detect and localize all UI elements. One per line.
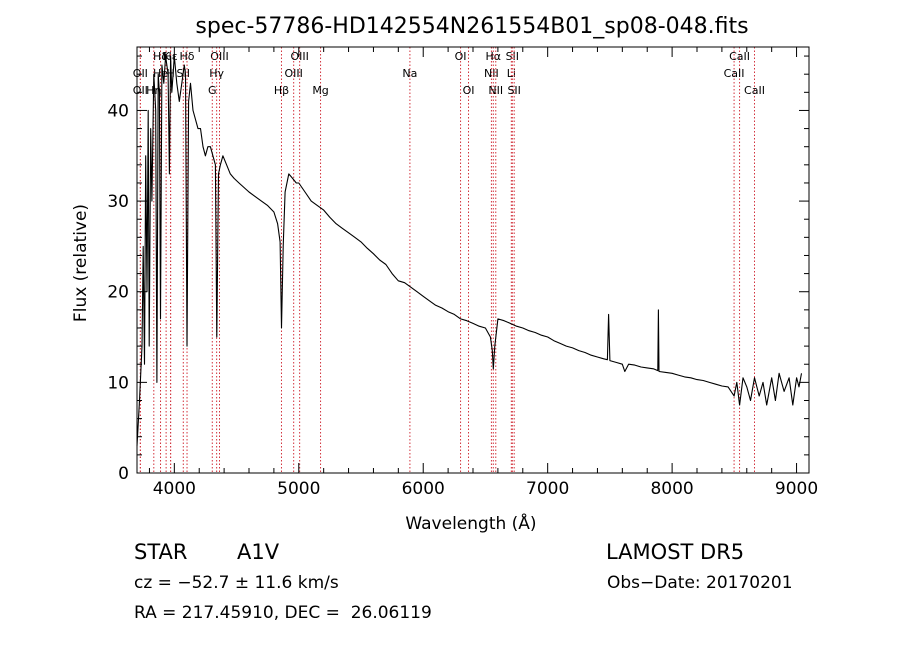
plot-frame	[136, 46, 810, 474]
x-axis-label: Wavelength (Å)	[405, 512, 536, 534]
spectral-line-label-4: OIII	[210, 50, 228, 63]
spectral-line-label-0: Hδ	[153, 50, 168, 63]
spectral-line-label-17: Na	[402, 67, 417, 80]
object-subclass: A1V	[237, 540, 280, 564]
y-axis-label: Flux (relative)	[71, 204, 91, 322]
x-tick-label-4: 8000	[650, 479, 693, 499]
spectral-line-label-13: Hβ	[274, 84, 289, 97]
object-class: STAR	[134, 540, 188, 564]
spectral-line-label-22: NII	[488, 84, 503, 97]
x-tick-label-1: 5000	[277, 479, 320, 499]
spectral-line-label-23: SII	[506, 50, 519, 63]
spectral-line-label-14: OIII	[284, 67, 302, 80]
spectral-line-label-1: K	[163, 50, 171, 63]
y-tick-label-4: 40	[107, 101, 129, 121]
x-tick-label-5: 9000	[775, 479, 818, 499]
x-tick-label-3: 7000	[526, 479, 569, 499]
spectral-line-label-16: Mg	[312, 84, 328, 97]
spectral-line-label-20: NII	[484, 67, 499, 80]
spectral-line-label-18: OI	[455, 50, 467, 63]
survey-name: LAMOST DR5	[606, 540, 745, 564]
x-tick-label-0: 4000	[153, 479, 196, 499]
x-tick-label-2: 6000	[402, 479, 445, 499]
spectral-line-label-27: CaII	[724, 67, 745, 80]
ra-dec-coordinates: RA = 217.45910, DEC = 26.06119	[134, 603, 432, 623]
spectral-line-label-28: CaII	[744, 84, 765, 97]
spectral-line-label-25: SII	[507, 84, 520, 97]
spectral-line-label-26: CaII	[729, 50, 750, 63]
observation-date: Obs−Date: 20170201	[607, 573, 793, 593]
spectral-line-label-24: Li	[507, 67, 516, 80]
spectral-line-label-19: OI	[463, 84, 475, 97]
chart-title: spec-57786-HD142554N261554B01_sp08-048.f…	[195, 14, 748, 39]
spectral-line-label-9: Hγ	[209, 67, 224, 80]
y-tick-label-3: 30	[107, 192, 129, 212]
spectral-line-label-15: OIII	[290, 50, 308, 63]
y-tick-label-1: 10	[107, 373, 129, 393]
redshift-velocity: cz = −52.7 ± 11.6 km/s	[134, 573, 339, 593]
y-tick-label-0: 0	[118, 464, 129, 484]
spectral-line-label-12: G	[208, 84, 217, 97]
spectrum-trace	[136, 55, 803, 446]
spectral-line-label-3: Hδ	[180, 50, 195, 63]
y-tick-label-2: 20	[107, 283, 129, 303]
spectral-line-label-21: Hα	[486, 50, 502, 63]
